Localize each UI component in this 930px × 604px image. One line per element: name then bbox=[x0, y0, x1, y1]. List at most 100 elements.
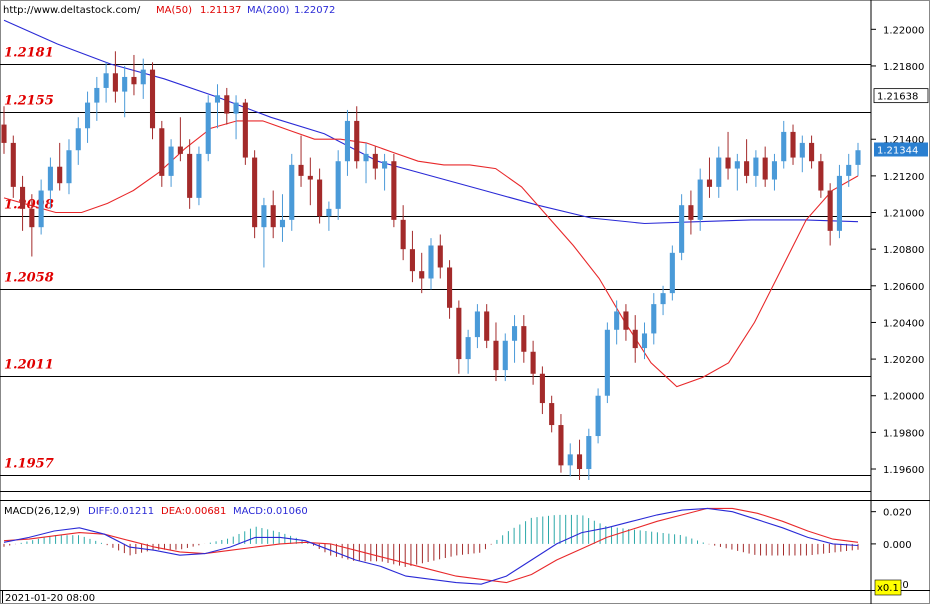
candle-body bbox=[632, 329, 638, 349]
candle-body bbox=[809, 142, 815, 162]
ma200-path bbox=[3, 19, 859, 225]
candle-body bbox=[511, 326, 518, 341]
macd-partial-tick: 20 bbox=[896, 580, 909, 591]
candle-body bbox=[57, 166, 63, 184]
price-tick-label: 1.21000 bbox=[883, 209, 924, 220]
candle-body bbox=[1, 124, 7, 143]
candle-body bbox=[335, 161, 341, 209]
candle-body bbox=[846, 164, 852, 176]
candle-body bbox=[112, 73, 118, 92]
candle-body bbox=[84, 102, 91, 129]
candle-body bbox=[196, 153, 202, 198]
candle-body bbox=[725, 157, 731, 169]
candle-body bbox=[177, 146, 183, 154]
candle-body bbox=[558, 425, 564, 466]
candle-body bbox=[298, 164, 304, 176]
price-tick-label: 1.22000 bbox=[883, 25, 924, 36]
time-axis: 2021-01-20 08:00 bbox=[2, 591, 95, 604]
source-url: http://www.deltastock.com/ bbox=[3, 5, 141, 16]
current-price-box bbox=[874, 142, 928, 157]
macd-panel: 0.020 0.000 bbox=[3, 507, 912, 585]
candle-body bbox=[437, 245, 443, 268]
price-tick-label: 1.21800 bbox=[883, 62, 924, 73]
price-tick-label: 1.20600 bbox=[883, 282, 924, 293]
candle-body bbox=[428, 245, 434, 279]
macd-diff-label: DIFF:0.01211 bbox=[88, 506, 154, 517]
candle-body bbox=[586, 436, 592, 470]
candle-body bbox=[38, 190, 44, 228]
candle-body bbox=[279, 219, 286, 228]
candle-body bbox=[549, 403, 555, 426]
macd-header: MACD(26,12,9) DIFF:0.01211 DEA:0.00681 M… bbox=[4, 506, 308, 517]
candle-body bbox=[474, 311, 480, 338]
candle-body bbox=[224, 95, 230, 114]
candle-body bbox=[10, 142, 16, 187]
price-tick-label: 1.20400 bbox=[883, 318, 924, 329]
candle-body bbox=[836, 175, 842, 231]
candle-body bbox=[372, 153, 378, 169]
candle-body bbox=[261, 205, 267, 228]
level-marker-box bbox=[873, 88, 929, 104]
price-tick-label: 1.20800 bbox=[883, 245, 924, 256]
level-label: 1.2058 bbox=[4, 271, 54, 286]
candle-body bbox=[679, 205, 685, 253]
macd-scale-badge-text: x0.1 bbox=[877, 583, 899, 594]
candle-body bbox=[122, 76, 128, 92]
candle-body bbox=[307, 175, 313, 180]
level-label: 1.2011 bbox=[4, 358, 54, 373]
ma50-path bbox=[3, 120, 859, 388]
candle-body bbox=[614, 311, 620, 330]
candle-body bbox=[641, 333, 648, 349]
candle-body bbox=[799, 142, 805, 158]
candle-body bbox=[781, 131, 787, 162]
candle-body bbox=[651, 304, 657, 334]
candle-body bbox=[734, 161, 740, 169]
candle-body bbox=[447, 267, 453, 308]
price-tick-label: 1.21400 bbox=[883, 135, 924, 146]
macd-dea-label: DEA:0.00681 bbox=[161, 506, 226, 517]
candle-body bbox=[94, 87, 100, 103]
candle-body bbox=[47, 166, 53, 191]
candle-body bbox=[419, 271, 425, 279]
ma200-line bbox=[3, 19, 859, 225]
candle-body bbox=[354, 120, 360, 162]
macd-title: MACD(26,12,9) bbox=[4, 506, 80, 517]
candle-body bbox=[753, 157, 759, 176]
candle-body bbox=[493, 340, 499, 371]
candle-body bbox=[484, 311, 490, 341]
ma50-label: MA(50) bbox=[156, 5, 192, 16]
candle-body bbox=[400, 219, 406, 250]
candle-body bbox=[771, 161, 778, 180]
candle-body bbox=[539, 373, 545, 404]
candle-body bbox=[465, 337, 471, 360]
level-label: 1.1957 bbox=[4, 457, 54, 472]
candle-body bbox=[66, 150, 72, 184]
candle-body bbox=[363, 153, 369, 162]
candlestick-series bbox=[1, 51, 861, 481]
candle-body bbox=[317, 179, 323, 217]
candle-body bbox=[103, 73, 109, 88]
macd-scale-badge: 20 x0.1 bbox=[874, 579, 909, 596]
price-tick-label: 1.21200 bbox=[883, 172, 924, 183]
candle-body bbox=[762, 157, 768, 180]
ma50-value: 1.21137 bbox=[200, 5, 241, 16]
candle-body bbox=[131, 76, 137, 85]
candle-body bbox=[140, 69, 146, 85]
candle-body bbox=[159, 128, 165, 176]
candle-body bbox=[716, 157, 722, 187]
chart-header: http://www.deltastock.com/ MA(50) 1.2113… bbox=[3, 5, 335, 16]
candle-body bbox=[409, 249, 415, 272]
candle-body bbox=[270, 205, 276, 228]
ma200-label: MA(200) bbox=[247, 5, 289, 16]
candle-body bbox=[20, 186, 26, 209]
macd-dea-line bbox=[3, 507, 859, 584]
macd-macd-label: MACD:0.01060 bbox=[233, 506, 308, 517]
candle-body bbox=[697, 179, 703, 220]
candle-body bbox=[623, 311, 629, 330]
candle-body bbox=[669, 252, 675, 294]
time-axis-label: 2021-01-20 08:00 bbox=[5, 593, 95, 604]
candle-body bbox=[827, 190, 833, 231]
price-tick-label: 1.20200 bbox=[883, 355, 924, 366]
candle-body bbox=[855, 150, 861, 165]
